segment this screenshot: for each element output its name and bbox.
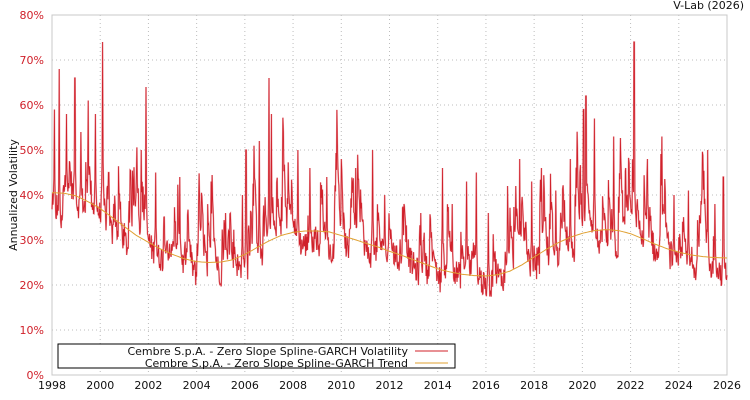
y-tick-label: 50% bbox=[20, 144, 44, 157]
trend-series bbox=[52, 192, 728, 277]
y-tick-label: 40% bbox=[20, 189, 44, 202]
x-tick-label: 2026 bbox=[713, 379, 741, 392]
x-tick-label: 2010 bbox=[327, 379, 355, 392]
x-axis-ticks: 1998 2000 2002 2004 2006 2008 2010 2012 2014 2016… bbox=[38, 379, 741, 392]
source-credit: V-Lab (2026) bbox=[673, 0, 744, 12]
legend-box bbox=[57, 343, 456, 369]
x-tick-label: 2008 bbox=[279, 379, 307, 392]
y-tick-label: 70% bbox=[20, 54, 44, 67]
x-tick-label: 2022 bbox=[617, 379, 645, 392]
x-tick-label: 2012 bbox=[376, 379, 404, 392]
x-tick-label: 2024 bbox=[665, 379, 693, 392]
y-axis-label: Annualized Volatility bbox=[7, 139, 20, 251]
y-axis-ticks: 0% 10% 20% 30% 40% 50% 60% 70% 80% bbox=[20, 9, 44, 382]
x-tick-label: 2020 bbox=[568, 379, 596, 392]
legend: Cembre S.p.A. - Zero Slope Spline-GARCH … bbox=[57, 343, 456, 370]
volatility-line bbox=[51, 41, 728, 297]
legend-item-volatility-label: Cembre S.p.A. - Zero Slope Spline-GARCH … bbox=[127, 345, 408, 358]
x-tick-label: 2016 bbox=[472, 379, 500, 392]
y-tick-label: 20% bbox=[20, 279, 44, 292]
x-tick-label: 2006 bbox=[231, 379, 259, 392]
y-tick-label: 30% bbox=[20, 234, 44, 247]
x-tick-label: 2000 bbox=[86, 379, 114, 392]
x-tick-label: 2002 bbox=[134, 379, 162, 392]
volatility-series bbox=[51, 41, 728, 297]
y-tick-label: 10% bbox=[20, 324, 44, 337]
x-tick-label: 2018 bbox=[520, 379, 548, 392]
y-tick-label: 0% bbox=[27, 369, 44, 382]
x-tick-label: 2014 bbox=[424, 379, 452, 392]
x-tick-label: 1998 bbox=[38, 379, 66, 392]
x-tick-label: 2004 bbox=[183, 379, 211, 392]
y-tick-label: 60% bbox=[20, 99, 44, 112]
legend-item-trend-label: Cembre S.p.A. - Zero Slope Spline-GARCH … bbox=[145, 357, 408, 370]
y-tick-label: 80% bbox=[20, 9, 44, 22]
